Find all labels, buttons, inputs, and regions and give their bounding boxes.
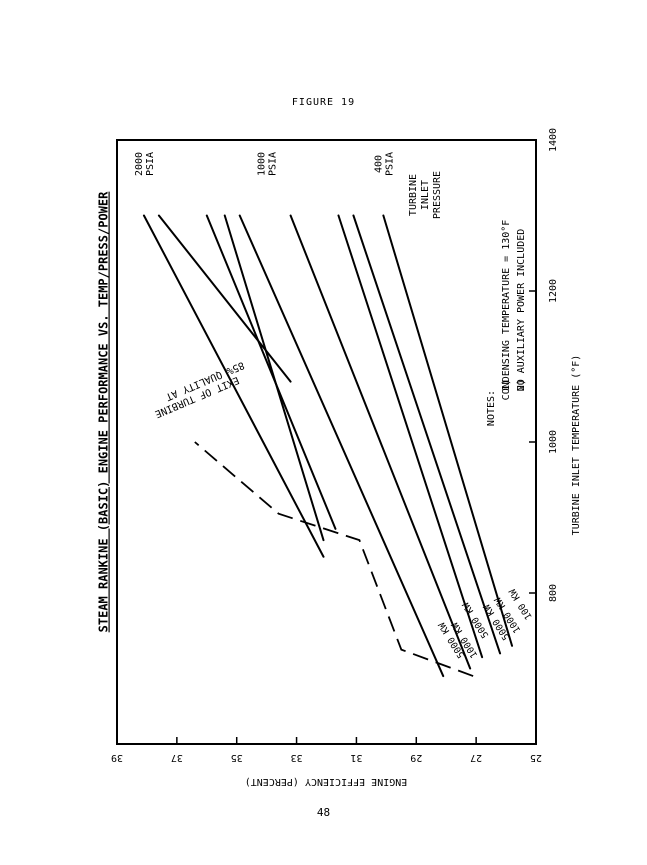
series-layer (142, 214, 514, 678)
y-axis-label: ENGINE EFFICIENCY (PERCENT) (245, 776, 408, 787)
note-text: NO AUXILIARY POWER INCLUDED (516, 229, 527, 392)
series-line-1 (142, 214, 325, 558)
y-tick-label: 27 (470, 752, 482, 763)
notes-title: NOTES: (486, 390, 497, 426)
pressure-label: PSIA (145, 152, 156, 176)
pressure-label: 1000 (257, 152, 268, 176)
series-line-5 (238, 214, 445, 678)
series-line-9 (382, 214, 514, 647)
x-tick-label: 1200 (548, 279, 559, 303)
quality-layer (194, 441, 474, 677)
y-tick-label: 39 (111, 752, 123, 763)
quality-line (194, 441, 474, 677)
note-number: 2) (516, 379, 527, 391)
y-tick-label: 31 (350, 752, 362, 763)
series-line-3 (205, 214, 337, 530)
series-line-2 (157, 214, 292, 383)
pressure-label: PSIA (268, 152, 279, 176)
x-tick-label: 1000 (548, 430, 559, 454)
pressure-group-title: INLET (420, 180, 431, 210)
pressure-label: PSIA (384, 152, 395, 176)
y-tick-label: 29 (410, 752, 422, 763)
page-number: 48 (316, 806, 331, 819)
x-axis-label: TURBINE INLET TEMPERATURE (°F) (571, 355, 582, 536)
y-tick-label: 25 (530, 752, 542, 763)
note-text: CONDENSING TEMPERATURE = 130°F (501, 220, 512, 401)
pressure-group-title: PRESSURE (432, 171, 443, 219)
pressure-group-title: TURBINE (408, 174, 419, 216)
x-tick-label: 800 (548, 584, 559, 602)
chart-title: STEAM RANKINE (BASIC) ENGINE PERFORMANCE… (97, 191, 111, 632)
y-tick-label: 35 (231, 752, 243, 763)
series-line-8 (352, 214, 502, 655)
note-number: 1) (501, 379, 512, 391)
y-tick-label: 33 (291, 752, 303, 763)
x-tick-label: 1400 (548, 128, 559, 152)
series-line-4 (223, 214, 325, 542)
series-line-6 (289, 214, 472, 670)
pressure-label: 400 (373, 155, 384, 173)
series-line-7 (337, 214, 484, 659)
ticks-layer (116, 139, 537, 744)
figure-label: FIGURE 19 (291, 97, 356, 108)
y-tick-label: 37 (171, 752, 183, 763)
pressure-label: 2000 (134, 152, 145, 176)
